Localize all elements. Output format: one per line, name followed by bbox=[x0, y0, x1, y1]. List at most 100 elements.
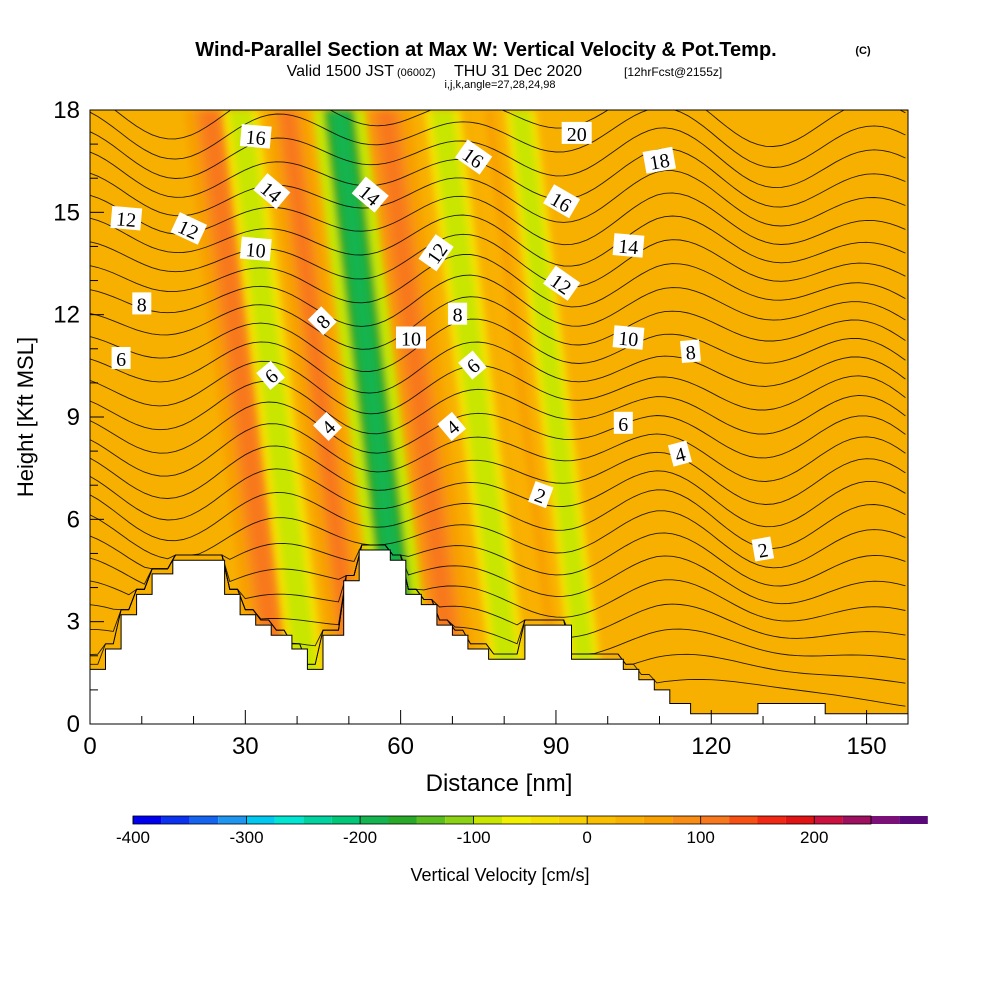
colorbar-swatch bbox=[274, 816, 304, 824]
isentrope-line bbox=[90, 380, 906, 435]
colorbar-swatch bbox=[161, 816, 190, 824]
contour-label-box bbox=[455, 139, 493, 175]
colorbar-swatch bbox=[133, 816, 162, 824]
contour-label-box bbox=[312, 411, 342, 441]
contour-label-box bbox=[543, 184, 581, 219]
contour-label: 16 bbox=[239, 124, 272, 150]
colorbar-swatch bbox=[814, 816, 843, 824]
colorbar-tick-label: 0 bbox=[582, 828, 591, 847]
contour-label-text: 6 bbox=[618, 414, 628, 436]
contour-label: 8 bbox=[307, 306, 337, 336]
y-tick-label: 18 bbox=[53, 97, 80, 124]
x-axis-label: Distance [nm] bbox=[426, 770, 573, 797]
colorbar-swatch bbox=[218, 816, 247, 824]
contour-label: 14 bbox=[612, 233, 645, 260]
isentrope-line bbox=[90, 423, 906, 482]
y-tick-label: 3 bbox=[67, 609, 80, 636]
colorbar-swatch bbox=[558, 816, 588, 824]
colorbar-label: Vertical Velocity [cm/s] bbox=[410, 865, 589, 885]
contour-label-box bbox=[351, 176, 389, 213]
colorbar-swatch bbox=[331, 816, 361, 824]
contour-label-text: 8 bbox=[137, 294, 147, 316]
isentrope-line bbox=[90, 254, 906, 308]
contour-label-box bbox=[528, 480, 554, 509]
contour-label-box bbox=[680, 339, 701, 363]
isentrope-line bbox=[90, 510, 906, 569]
contour-label-box bbox=[239, 124, 272, 149]
isentrope-line bbox=[90, 532, 906, 587]
contour-label-box bbox=[253, 173, 291, 210]
colorbar-swatch bbox=[899, 816, 928, 824]
contour-label-box bbox=[642, 146, 677, 174]
colorbar-swatch bbox=[672, 816, 701, 824]
isentrope-line bbox=[90, 192, 906, 246]
isentrope-line bbox=[90, 296, 906, 350]
colorbar-swatch bbox=[615, 816, 644, 824]
contour-label-text: 12 bbox=[115, 208, 137, 232]
contour-label-box bbox=[437, 411, 467, 441]
colorbar-swatch bbox=[785, 816, 815, 824]
colorbar-swatch bbox=[530, 816, 559, 824]
y-tick-label: 12 bbox=[53, 302, 80, 329]
downdraft-band bbox=[424, 110, 533, 724]
contour-label-text: 16 bbox=[245, 126, 267, 150]
y-tick-label: 15 bbox=[53, 199, 80, 226]
contour-label: 4 bbox=[312, 411, 342, 441]
isentrope-labels: 1614101212861416864101286422016121814108… bbox=[110, 121, 775, 563]
colorbar bbox=[132, 815, 928, 825]
contour-label-box bbox=[307, 306, 337, 336]
contour-label-box bbox=[612, 233, 645, 258]
colorbar-tick-label: 200 bbox=[800, 828, 828, 847]
contour-label-text: 10 bbox=[245, 239, 267, 263]
contour-label: 2 bbox=[751, 536, 775, 563]
x-tick-label: 90 bbox=[543, 733, 570, 760]
colorbar-swatch bbox=[416, 816, 446, 824]
contour-label-box bbox=[612, 325, 645, 350]
colorbar-swatch bbox=[445, 816, 474, 824]
x-tick-label: 30 bbox=[232, 733, 259, 760]
isentrope-line bbox=[90, 318, 906, 372]
colorbar-ticks: -400 -300 -200 -100 0 100 200 bbox=[116, 816, 828, 847]
contour-label-text: 14 bbox=[617, 236, 639, 260]
isentrope-line bbox=[113, 110, 906, 147]
contour-label-box bbox=[458, 350, 487, 380]
contour-label-box bbox=[613, 411, 633, 434]
isentrope-line bbox=[90, 148, 906, 208]
y-axis-label: Height [Kft MSL] bbox=[13, 337, 38, 497]
colorbar-swatch bbox=[360, 816, 389, 824]
isentrope-line bbox=[90, 341, 906, 394]
contour-label: 8 bbox=[448, 302, 468, 327]
isentrope-line bbox=[90, 170, 906, 227]
downdraft-band-layer bbox=[437, 110, 520, 724]
contour-label: 8 bbox=[132, 292, 152, 316]
contour-label-box bbox=[111, 347, 131, 369]
colorbar-swatch bbox=[757, 816, 786, 824]
contour-label-text: 18 bbox=[648, 150, 672, 175]
colorbar-swatch bbox=[587, 816, 616, 824]
isentrope-line bbox=[90, 544, 906, 605]
contour-label: 4 bbox=[437, 411, 467, 441]
contour-label: 8 bbox=[680, 339, 701, 365]
colorbar-swatch bbox=[643, 816, 673, 824]
contour-label-text: 6 bbox=[116, 349, 126, 371]
colorbar-swatch bbox=[473, 816, 502, 824]
isentrope-line bbox=[90, 274, 906, 327]
x-tick-label: 120 bbox=[691, 733, 731, 760]
contour-label-box bbox=[667, 440, 692, 467]
copyright-mark: (C) bbox=[855, 45, 871, 57]
contour-label-box bbox=[256, 360, 285, 390]
contour-label: 6 bbox=[613, 411, 633, 436]
isentrope-line bbox=[90, 233, 906, 288]
subtitle-indices: i,j,k,angle=27,28,24,98 bbox=[444, 79, 555, 91]
contour-label-text: 8 bbox=[685, 342, 697, 365]
colorbar-swatch bbox=[871, 816, 900, 824]
colorbar-tick-label: -400 bbox=[116, 828, 150, 847]
plot-area bbox=[90, 110, 908, 724]
y-tick-label: 6 bbox=[67, 506, 80, 533]
subtitle-date: THU 31 Dec 2020 bbox=[454, 63, 582, 80]
contour-label-text: 10 bbox=[617, 328, 639, 352]
y-tick-label: 9 bbox=[67, 404, 80, 431]
isentrope-line bbox=[90, 445, 906, 505]
colorbar-swatch bbox=[388, 816, 417, 824]
isentrope-line bbox=[90, 214, 906, 267]
